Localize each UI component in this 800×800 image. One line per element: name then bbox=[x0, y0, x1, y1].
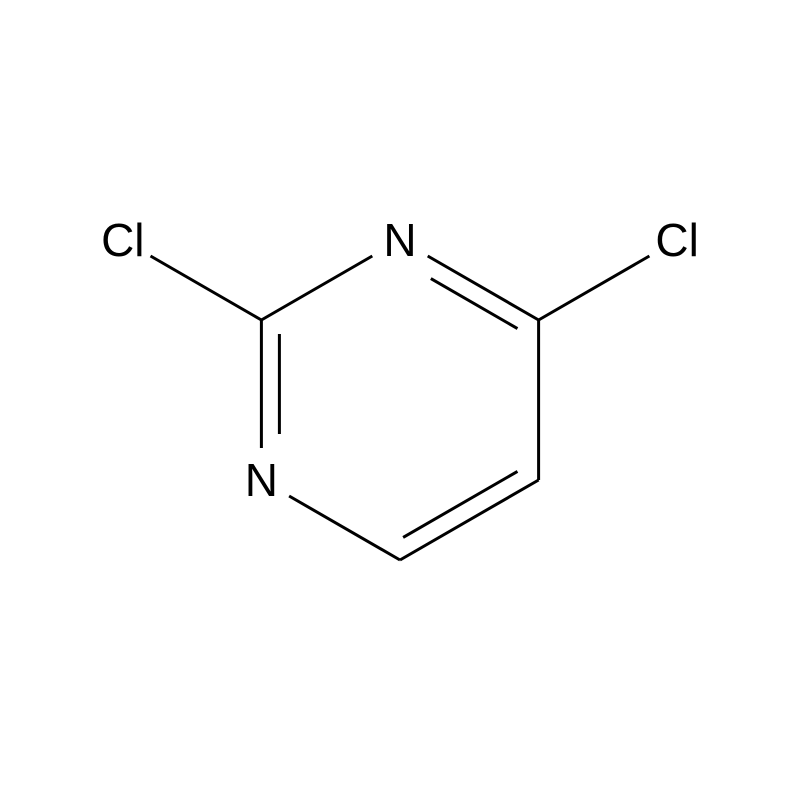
bond-line bbox=[289, 496, 400, 560]
bond-line bbox=[151, 256, 262, 320]
atom-label-n1: N bbox=[383, 214, 416, 266]
bond-line bbox=[539, 256, 650, 320]
bond-line bbox=[431, 279, 518, 329]
atom-label-n3: N bbox=[245, 454, 278, 506]
bond-line bbox=[400, 480, 539, 560]
bond-line bbox=[261, 256, 372, 320]
chemical-structure-diagram: N N Cl Cl bbox=[0, 0, 800, 800]
atom-label-cl1: Cl bbox=[101, 214, 144, 266]
bond-line bbox=[403, 471, 517, 537]
atom-label-cl2: Cl bbox=[655, 214, 698, 266]
